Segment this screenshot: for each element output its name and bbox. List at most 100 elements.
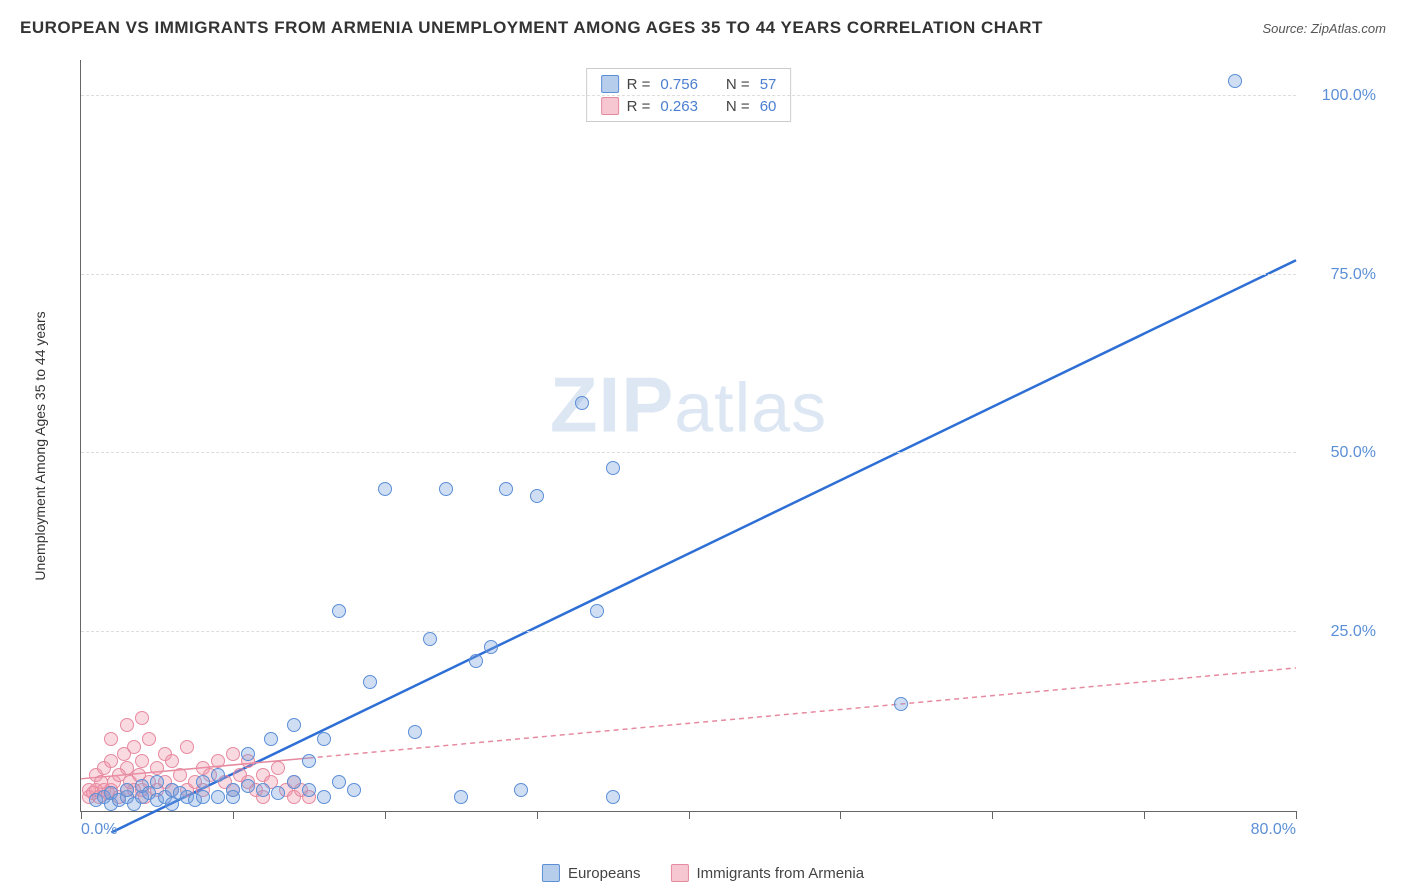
y-tick-label: 25.0%	[1331, 623, 1376, 641]
correlation-row-pink: R = 0.263 N = 60	[587, 95, 791, 117]
x-tick	[840, 811, 841, 819]
legend-label-blue: Europeans	[568, 865, 641, 882]
correlation-row-blue: R = 0.756 N = 57	[587, 73, 791, 95]
data-point-pink	[211, 754, 225, 768]
data-point-blue	[590, 604, 604, 618]
x-tick	[1296, 811, 1297, 819]
data-point-blue	[363, 675, 377, 689]
data-point-blue	[302, 783, 316, 797]
data-point-blue	[514, 783, 528, 797]
r-label-blue: R =	[627, 76, 651, 93]
data-point-blue	[347, 783, 361, 797]
trend-line	[111, 260, 1296, 832]
swatch-blue	[542, 864, 560, 882]
y-tick-label: 50.0%	[1331, 444, 1376, 462]
legend-item-pink: Immigrants from Armenia	[671, 864, 865, 882]
gridline	[81, 95, 1296, 96]
data-point-blue	[287, 775, 301, 789]
gridline	[81, 274, 1296, 275]
data-point-blue	[408, 725, 422, 739]
data-point-blue	[120, 783, 134, 797]
data-point-pink	[226, 747, 240, 761]
data-point-pink	[165, 754, 179, 768]
data-point-pink	[142, 732, 156, 746]
source-name: ZipAtlas.com	[1311, 21, 1386, 36]
data-point-pink	[135, 754, 149, 768]
trend-lines-layer	[81, 60, 1296, 811]
r-label-pink: R =	[627, 98, 651, 115]
swatch-pink	[601, 97, 619, 115]
data-point-blue	[454, 790, 468, 804]
data-point-blue	[226, 790, 240, 804]
data-point-blue	[302, 754, 316, 768]
data-point-blue	[530, 489, 544, 503]
data-point-blue	[150, 775, 164, 789]
data-point-pink	[150, 761, 164, 775]
data-point-blue	[499, 482, 513, 496]
n-label-pink: N =	[726, 98, 750, 115]
x-tick	[1144, 811, 1145, 819]
chart-title: EUROPEAN VS IMMIGRANTS FROM ARMENIA UNEM…	[20, 18, 1043, 38]
data-point-pink	[127, 740, 141, 754]
n-value-pink: 60	[760, 98, 777, 115]
x-tick	[992, 811, 993, 819]
r-value-blue: 0.756	[660, 76, 698, 93]
x-tick-label: 80.0%	[1251, 821, 1296, 839]
data-point-pink	[135, 711, 149, 725]
x-tick	[537, 811, 538, 819]
n-value-blue: 57	[760, 76, 777, 93]
data-point-blue	[894, 697, 908, 711]
trend-line	[309, 668, 1296, 758]
data-point-pink	[180, 740, 194, 754]
swatch-pink	[671, 864, 689, 882]
x-tick-label: 0.0%	[81, 821, 117, 839]
x-tick	[385, 811, 386, 819]
data-point-blue	[439, 482, 453, 496]
n-label-blue: N =	[726, 76, 750, 93]
data-point-pink	[173, 768, 187, 782]
data-point-blue	[606, 790, 620, 804]
y-tick-label: 75.0%	[1331, 266, 1376, 284]
data-point-blue	[606, 461, 620, 475]
data-point-blue	[271, 786, 285, 800]
header: EUROPEAN VS IMMIGRANTS FROM ARMENIA UNEM…	[20, 18, 1386, 38]
gridline	[81, 452, 1296, 453]
data-point-blue	[317, 790, 331, 804]
y-axis-label: Unemployment Among Ages 35 to 44 years	[32, 311, 48, 580]
data-point-blue	[332, 604, 346, 618]
chart-container: Unemployment Among Ages 35 to 44 years Z…	[50, 50, 1386, 842]
x-tick	[81, 811, 82, 819]
data-point-pink	[120, 718, 134, 732]
data-point-blue	[575, 396, 589, 410]
data-point-blue	[211, 790, 225, 804]
data-point-blue	[1228, 74, 1242, 88]
data-point-blue	[423, 632, 437, 646]
data-point-blue	[287, 718, 301, 732]
source-prefix: Source:	[1262, 21, 1310, 36]
data-point-blue	[196, 790, 210, 804]
data-point-blue	[241, 747, 255, 761]
data-point-blue	[484, 640, 498, 654]
plot-area: ZIPatlas R = 0.756 N = 57 R = 0.263 N = …	[80, 60, 1296, 812]
data-point-blue	[211, 768, 225, 782]
x-tick	[689, 811, 690, 819]
data-point-pink	[271, 761, 285, 775]
y-tick-label: 100.0%	[1322, 87, 1376, 105]
r-value-pink: 0.263	[660, 98, 698, 115]
data-point-blue	[378, 482, 392, 496]
series-legend: Europeans Immigrants from Armenia	[542, 864, 864, 882]
data-point-pink	[104, 732, 118, 746]
data-point-blue	[241, 779, 255, 793]
data-point-blue	[256, 783, 270, 797]
legend-item-blue: Europeans	[542, 864, 641, 882]
swatch-blue	[601, 75, 619, 93]
data-point-blue	[196, 775, 210, 789]
data-point-blue	[264, 732, 278, 746]
data-point-blue	[332, 775, 346, 789]
source-attribution: Source: ZipAtlas.com	[1262, 21, 1386, 36]
data-point-blue	[469, 654, 483, 668]
gridline	[81, 631, 1296, 632]
legend-label-pink: Immigrants from Armenia	[697, 865, 865, 882]
x-tick	[233, 811, 234, 819]
data-point-blue	[317, 732, 331, 746]
